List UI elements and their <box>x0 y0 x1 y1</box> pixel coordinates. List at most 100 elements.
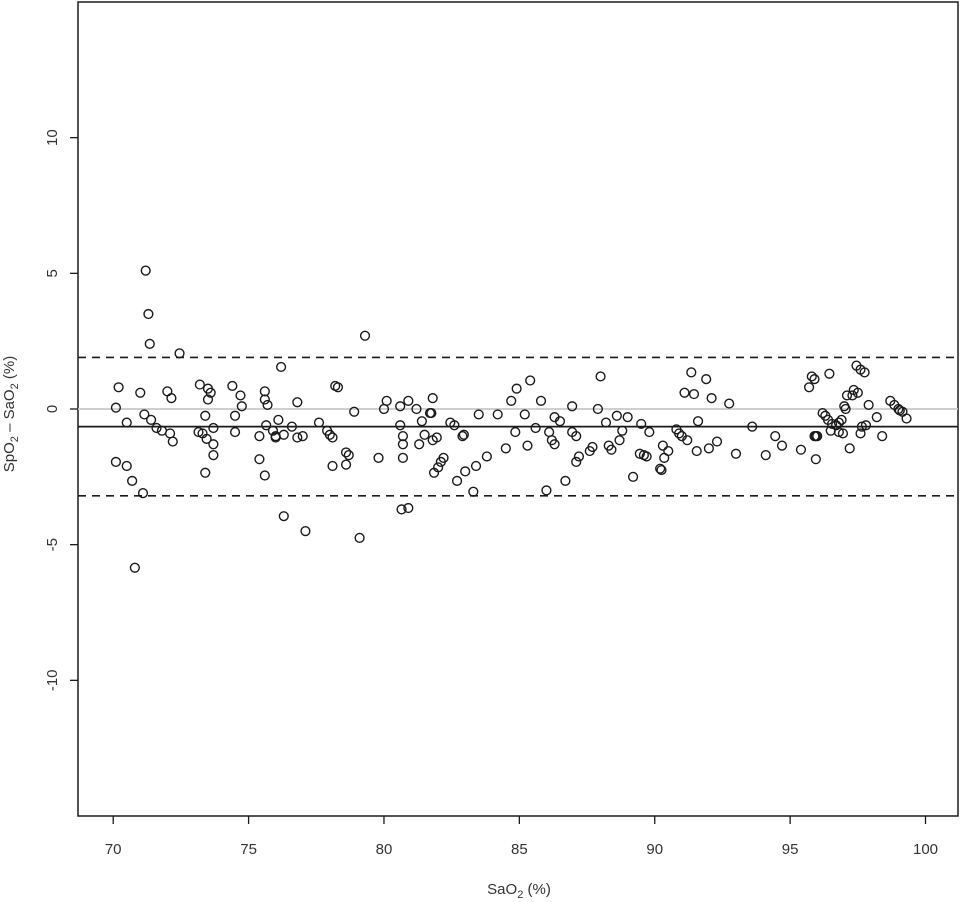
data-point <box>724 398 735 409</box>
data-point <box>844 443 855 454</box>
y-axis: -10 -5 0 5 10 <box>44 129 78 691</box>
data-point <box>614 435 625 446</box>
data-point <box>381 395 392 406</box>
data-point <box>121 417 132 428</box>
data-point <box>776 440 788 451</box>
data-point <box>208 450 219 461</box>
data-point <box>438 452 449 463</box>
data-point <box>809 374 820 385</box>
y-tick-label: -10 <box>44 669 61 691</box>
data-point <box>397 452 409 463</box>
data-point <box>470 460 482 472</box>
data-point <box>349 406 360 417</box>
data-point <box>340 459 352 470</box>
data-point <box>492 409 503 420</box>
data-point <box>824 368 835 379</box>
data-point <box>617 425 628 436</box>
y-axis-title: SpO2 – SaO2 (%) <box>1 356 21 472</box>
y-tick-label: 0 <box>44 405 61 413</box>
data-point <box>600 417 612 428</box>
x-axis: 70 75 80 85 90 95 100 <box>105 816 938 858</box>
data-point <box>327 460 338 472</box>
data-point <box>267 425 279 436</box>
data-point <box>840 403 851 415</box>
data-point <box>541 485 552 496</box>
data-point <box>510 426 521 438</box>
data-point <box>137 488 149 499</box>
data-point <box>622 412 633 423</box>
data-point <box>703 443 714 454</box>
data-point <box>202 394 214 405</box>
reference-lines <box>78 356 958 497</box>
data-point <box>200 410 211 421</box>
data-point <box>836 414 847 425</box>
data-point <box>817 407 828 419</box>
data-point <box>859 367 870 378</box>
data-point <box>795 444 807 455</box>
data-point <box>416 416 427 427</box>
data-point <box>701 374 712 385</box>
data-point <box>837 428 849 439</box>
data-point <box>262 399 273 411</box>
data-point <box>655 463 666 474</box>
data-point <box>657 440 668 451</box>
data-point <box>129 562 140 573</box>
data-point <box>354 532 365 543</box>
data-point <box>174 348 185 359</box>
data-point <box>127 475 138 487</box>
data-point <box>877 431 888 442</box>
data-point <box>403 502 414 514</box>
data-point <box>901 413 912 424</box>
x-tick-label: 70 <box>105 841 122 858</box>
data-point <box>571 456 582 468</box>
data-point <box>332 382 344 393</box>
data-point <box>663 445 674 457</box>
data-point <box>259 394 270 405</box>
data-point <box>567 401 578 412</box>
data-point <box>686 367 697 378</box>
x-tick-label: 100 <box>913 841 938 858</box>
data-point <box>449 420 460 431</box>
data-point <box>627 471 639 482</box>
data-point <box>691 445 702 457</box>
data-point <box>143 308 154 320</box>
data-point <box>747 421 758 432</box>
data-point <box>110 402 122 413</box>
data-point <box>481 451 492 462</box>
data-point <box>451 475 463 487</box>
data-point <box>571 431 582 442</box>
x-axis-title: SaO2 (%) <box>487 881 551 901</box>
data-point <box>135 387 146 398</box>
data-point <box>205 387 216 398</box>
data-point <box>278 429 289 440</box>
data-point <box>841 390 853 401</box>
data-point <box>166 393 177 404</box>
data-point <box>606 444 617 455</box>
data-point <box>760 450 771 461</box>
x-tick-label: 75 <box>240 841 257 858</box>
data-point <box>254 431 265 442</box>
data-point <box>340 447 352 458</box>
data-point <box>641 451 652 462</box>
data-point <box>275 361 287 373</box>
data-point <box>770 431 781 442</box>
data-point <box>554 416 566 427</box>
x-tick-label: 80 <box>376 841 393 858</box>
data-point <box>500 443 511 454</box>
data-point <box>871 412 882 423</box>
data-point <box>468 486 479 497</box>
data-point <box>396 504 407 515</box>
data-point <box>167 436 178 447</box>
data-point <box>411 403 422 415</box>
data-point <box>121 460 132 472</box>
data-point <box>460 466 471 477</box>
data-point <box>139 409 150 420</box>
data-point <box>324 429 335 440</box>
data-point <box>300 525 311 537</box>
data-point <box>286 421 298 432</box>
y-tick-label: 10 <box>44 129 61 146</box>
data-point <box>292 397 303 408</box>
data-point <box>806 371 817 382</box>
data-point <box>426 407 437 419</box>
